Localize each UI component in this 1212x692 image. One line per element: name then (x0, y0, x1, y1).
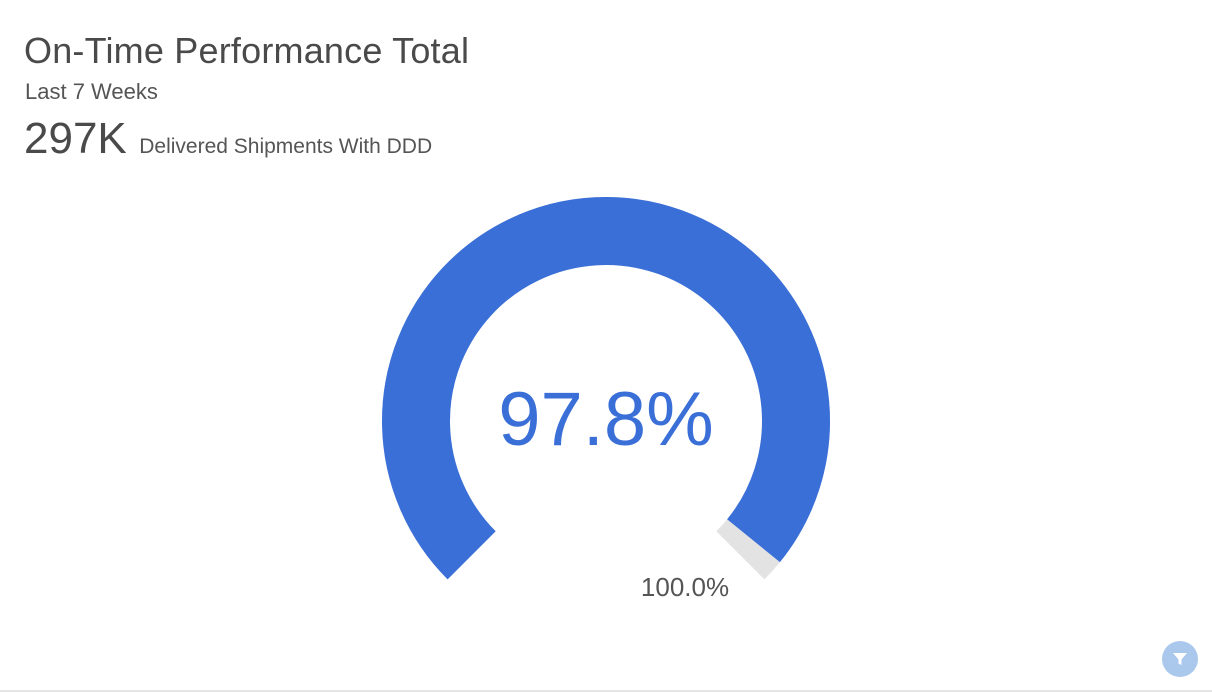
gauge-value-arc (382, 197, 830, 580)
chart-title: On-Time Performance Total (24, 30, 470, 71)
kpi-value: 297K (24, 114, 127, 163)
kpi-summary: 297K Delivered Shipments With DDD (24, 114, 432, 164)
filter-icon (1173, 653, 1187, 665)
filter-button[interactable] (1162, 641, 1198, 677)
gauge-center-value: 97.8% (498, 377, 714, 462)
chart-subtitle: Last 7 Weeks (25, 79, 158, 104)
gauge-target-label: 100.0% (640, 572, 730, 602)
kpi-label: Delivered Shipments With DDD (139, 135, 433, 158)
